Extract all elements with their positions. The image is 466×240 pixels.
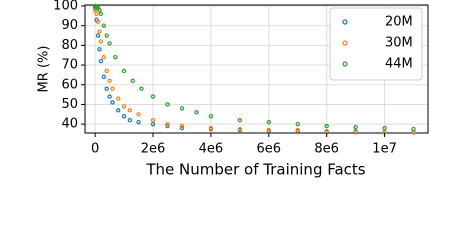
data-point xyxy=(179,106,185,111)
legend-label: 44M xyxy=(385,57,413,72)
y-tick-label: 100 xyxy=(53,0,78,13)
y-tick-label: 40 xyxy=(61,117,78,132)
legend-label: 30M xyxy=(385,36,413,51)
data-point xyxy=(127,117,133,123)
chart: MR (%) The Number of Training Facts 40 50… xyxy=(37,0,429,179)
legend-marker xyxy=(342,61,348,67)
data-point xyxy=(95,19,101,24)
data-point xyxy=(110,86,115,91)
data-point xyxy=(97,7,102,13)
data-point xyxy=(130,78,135,84)
x-axis-label: The Number of Training Facts xyxy=(145,161,365,179)
data-point xyxy=(295,121,300,127)
x-tick-label: 0 xyxy=(91,142,99,157)
data-point xyxy=(136,119,141,125)
y-axis-label: MR (%) xyxy=(37,46,52,93)
data-point xyxy=(94,11,99,17)
data-point xyxy=(324,128,329,134)
data-point xyxy=(101,54,107,60)
data-point xyxy=(237,126,243,132)
data-point xyxy=(104,68,109,74)
data-point xyxy=(411,126,416,132)
data-point xyxy=(121,68,127,74)
data-point xyxy=(121,114,127,119)
data-point xyxy=(97,47,102,52)
data-point xyxy=(208,125,214,131)
y-tick-label: 80 xyxy=(61,38,78,53)
data-point xyxy=(107,41,112,46)
data-point xyxy=(113,54,118,60)
x-tick-label: 6e6 xyxy=(257,142,282,157)
data-point xyxy=(194,110,199,115)
data-point xyxy=(179,123,185,129)
x-tick-label: 4e6 xyxy=(199,142,224,157)
data-point xyxy=(150,121,156,127)
data-point xyxy=(127,108,133,113)
data-point xyxy=(295,127,300,133)
data-point xyxy=(266,127,272,133)
legend-marker xyxy=(342,40,348,46)
y-tick-label: 90 xyxy=(61,18,78,33)
y-tick-label: 60 xyxy=(61,77,78,92)
data-point xyxy=(179,125,185,131)
data-point xyxy=(165,102,170,107)
x-tick-label: 2e6 xyxy=(141,142,166,157)
data-point xyxy=(324,123,329,129)
data-point xyxy=(208,114,214,119)
data-point xyxy=(237,117,243,123)
data-point xyxy=(101,74,107,80)
data-point xyxy=(165,123,170,129)
data-point xyxy=(116,108,121,113)
data-point xyxy=(121,104,127,109)
x-tick-label: 8e6 xyxy=(314,142,339,157)
data-point xyxy=(97,29,102,34)
y-tick-label: 50 xyxy=(61,97,78,112)
data-point xyxy=(150,94,156,99)
data-point xyxy=(104,33,109,38)
legend-label: 20M xyxy=(385,15,413,30)
data-point xyxy=(150,117,156,123)
plot-frame xyxy=(84,4,429,134)
data-point xyxy=(98,11,104,17)
y-tick-label: 70 xyxy=(61,58,78,73)
data-point xyxy=(107,94,112,99)
data-point xyxy=(136,112,141,117)
data-point xyxy=(101,23,107,28)
data-point xyxy=(165,121,170,127)
legend-box xyxy=(329,7,423,81)
data-point xyxy=(353,128,358,134)
data-point xyxy=(139,86,144,91)
x-tick-label: 1e7 xyxy=(372,142,397,157)
data-point xyxy=(98,39,104,44)
data-point xyxy=(104,86,109,91)
data-point xyxy=(353,124,358,130)
legend-marker xyxy=(342,19,348,25)
data-point xyxy=(95,33,101,38)
data-point xyxy=(98,58,104,64)
data-point xyxy=(110,100,115,105)
data-point xyxy=(107,78,112,84)
data-point xyxy=(116,96,121,101)
data-point xyxy=(266,119,272,125)
data-point xyxy=(382,125,387,131)
